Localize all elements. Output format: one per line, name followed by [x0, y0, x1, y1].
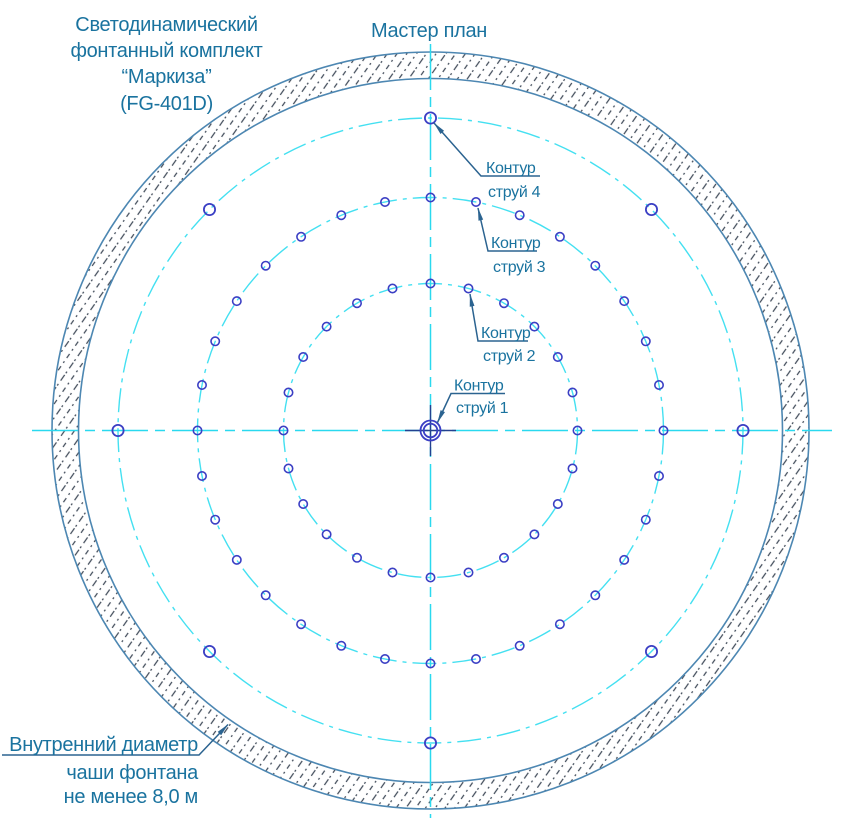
- contour4-leader-line: [433, 122, 540, 177]
- contour-3-jet-nozzle: [653, 379, 664, 390]
- contour2-label-line-2: струй 2: [483, 348, 536, 365]
- contour-2-jet-nozzle: [529, 529, 540, 540]
- contour-2-jet-nozzle: [351, 298, 362, 309]
- product-title-block: Светодинамический фонтанный комплект “Ма…: [70, 14, 263, 115]
- center-jet-mark: [405, 405, 456, 456]
- product-title-line-3: “Маркиза”: [122, 66, 212, 88]
- contour-3-jet-nozzle: [470, 653, 481, 664]
- contour-3-jet-nozzle: [640, 514, 651, 525]
- contour-2-jet-nozzle: [463, 567, 474, 578]
- contour-4-jet-nozzle: [736, 423, 750, 437]
- contour-3-jet-nozzle: [425, 192, 436, 203]
- contour-3-jet-nozzle: [658, 425, 669, 436]
- contour-2-jet-nozzle: [321, 321, 332, 332]
- contour1-label-line-1: Контур: [454, 378, 504, 395]
- product-title-line-1: Светодинамический: [75, 14, 257, 36]
- contour-3-jet-nozzle: [653, 470, 664, 481]
- contour1-label: Контур струй 1: [454, 378, 509, 418]
- contour1-leader-line: [436, 392, 505, 423]
- contour-2-jet-nozzle: [572, 425, 583, 436]
- contour-3-jet-nozzle: [379, 197, 390, 208]
- contour-2-jet-nozzle: [567, 463, 578, 474]
- contour-2-jet-nozzle: [425, 572, 436, 583]
- bowl-note-line-3: не менее 8,0 м: [64, 786, 198, 808]
- contour3-label-line-1: Контур: [491, 235, 541, 252]
- contour-3-jet-nozzle: [514, 210, 525, 221]
- contour3-leader-line: [477, 207, 537, 252]
- bowl-diameter-note: Внутренний диаметр чаши фонтана не менее…: [9, 734, 199, 808]
- contour-4-jet-nozzle: [111, 423, 125, 437]
- contour4-label-line-2: струй 4: [488, 184, 541, 201]
- contour-3-jet-nozzle: [336, 640, 347, 651]
- contour-4-jet-nozzle: [645, 202, 659, 216]
- contour-3-jet-nozzle: [379, 653, 390, 664]
- contour1-label-line-2: струй 1: [456, 400, 509, 417]
- contour-4-jet-nozzle: [423, 736, 437, 750]
- contour-2-jet-nozzle: [529, 321, 540, 332]
- contour-3-jet-nozzle: [619, 554, 630, 565]
- contour-4-jet-nozzle: [202, 645, 216, 659]
- contour-2-jet-nozzle: [498, 552, 509, 563]
- contour2-leader-line: [469, 293, 528, 342]
- contour-3-jet-nozzle: [296, 619, 307, 630]
- contour-2-jet-nozzle: [552, 498, 563, 509]
- contour-3-jet-nozzle: [640, 336, 651, 347]
- contour-3-jet-nozzle: [470, 197, 481, 208]
- contour4-label: Контур струй 4: [486, 160, 541, 201]
- contour-2-jet-nozzle: [298, 498, 309, 509]
- jet-nozzles: [111, 111, 750, 750]
- contour-3-jet-nozzle: [590, 590, 601, 601]
- product-title-line-4: (FG-401D): [120, 93, 213, 115]
- contour-3-jet-nozzle: [210, 336, 221, 347]
- contour-3-jet-nozzle: [231, 554, 242, 565]
- contour-3-jet-nozzle: [296, 231, 307, 242]
- contour-3-jet-nozzle: [425, 658, 436, 669]
- contour-3-jet-nozzle: [336, 210, 347, 221]
- contour-3-jet-nozzle: [514, 640, 525, 651]
- contour-3-jet-nozzle: [260, 590, 271, 601]
- contour-4-jet-nozzle: [645, 645, 659, 659]
- contour-3-jet-nozzle: [554, 231, 565, 242]
- center-jet-outer-circle: [419, 419, 442, 442]
- contour-2-jet-nozzle: [425, 278, 436, 289]
- contour3-label: Контур струй 3: [491, 235, 546, 276]
- contour-3-jet-nozzle: [231, 296, 242, 307]
- contour2-label: Контур струй 2: [481, 325, 536, 365]
- contour-2-jet-nozzle: [298, 351, 309, 362]
- contour3-label-line-2: струй 3: [493, 259, 546, 276]
- contour-2-jet-nozzle: [278, 425, 289, 436]
- center-jet-inner-circle: [422, 422, 439, 439]
- contour-4-jet-nozzle: [202, 202, 216, 216]
- contour-2-jet-nozzle: [283, 387, 294, 398]
- product-title-line-2: фонтанный комплект: [70, 40, 262, 62]
- contour-4-jet-nozzle: [423, 111, 437, 125]
- contour-3-jet-nozzle: [590, 260, 601, 271]
- contour-3-jet-nozzle: [192, 425, 203, 436]
- bowl-diameter-leader-line: [2, 723, 229, 756]
- bowl-note-line-1: Внутренний диаметр: [9, 734, 198, 756]
- contour-3-jet-nozzle: [260, 260, 271, 271]
- contour-2-jet-nozzle: [387, 283, 398, 294]
- contour-2-jet-nozzle: [498, 298, 509, 309]
- bowl-note-line-2: чаши фонтана: [66, 762, 199, 784]
- contour-3-jet-nozzle: [197, 470, 208, 481]
- contour-2-jet-nozzle: [463, 283, 474, 294]
- contour-2-jet-nozzle: [283, 463, 294, 474]
- contour-2-jet-nozzle: [387, 567, 398, 578]
- drawing-title: Мастер план: [371, 20, 487, 42]
- contour2-label-line-1: Контур: [481, 325, 531, 342]
- contour-3-jet-nozzle: [619, 296, 630, 307]
- contour-2-jet-nozzle: [351, 552, 362, 563]
- contour-3-jet-nozzle: [554, 619, 565, 630]
- contour-3-jet-nozzle: [197, 379, 208, 390]
- contour-2-jet-nozzle: [552, 351, 563, 362]
- contour-2-jet-nozzle: [321, 529, 332, 540]
- contour4-label-line-1: Контур: [486, 160, 536, 177]
- contour-3-jet-nozzle: [210, 514, 221, 525]
- contour-2-jet-nozzle: [567, 387, 578, 398]
